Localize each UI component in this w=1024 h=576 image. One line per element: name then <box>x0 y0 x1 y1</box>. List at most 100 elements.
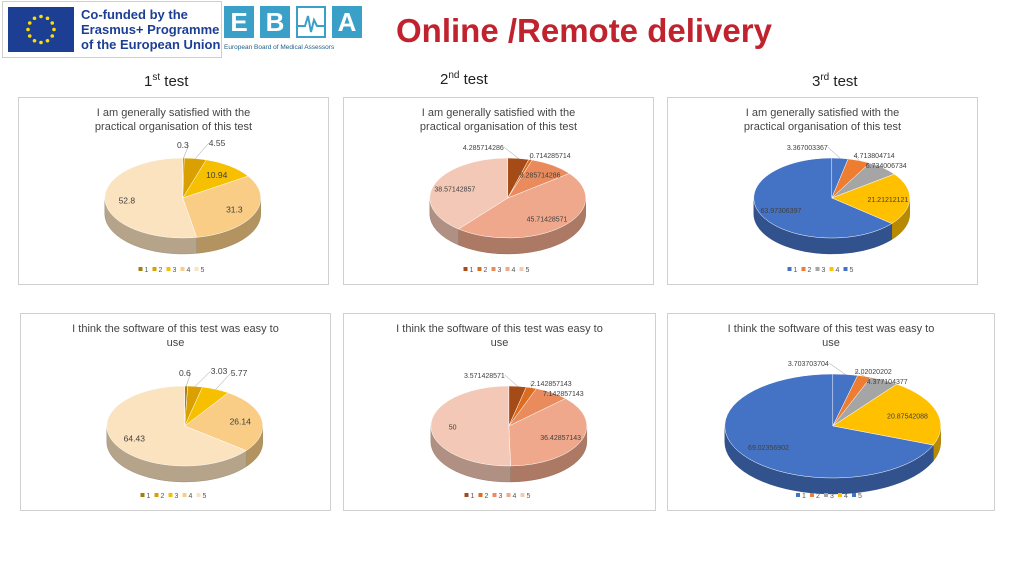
data-label: 38.57142857 <box>434 186 475 193</box>
legend-label: 3 <box>822 267 826 274</box>
legend-label: 5 <box>858 493 862 500</box>
data-label: 5.77 <box>231 368 248 378</box>
legend-swatch <box>182 493 187 497</box>
chart-panel-3: I am generally satisfied with the practic… <box>667 97 978 285</box>
legend-swatch <box>180 267 185 271</box>
data-label: 3.367003367 <box>787 145 828 152</box>
pie-chart-3: I am generally satisfied with the practic… <box>744 107 911 274</box>
legend-label: 3 <box>175 493 179 500</box>
data-label: 63.97306397 <box>760 208 801 215</box>
chart-title: I think the software of this test was ea… <box>396 323 603 349</box>
legend-label: 3 <box>498 267 502 274</box>
data-label: 3.703703704 <box>788 361 829 368</box>
legend-label: 2 <box>161 493 165 500</box>
legend-label: 5 <box>201 267 205 274</box>
legend-swatch <box>838 493 842 497</box>
legend-label: 4 <box>844 493 848 500</box>
legend-label: 5 <box>527 493 531 500</box>
ebma-letter-e: E <box>224 6 254 38</box>
legend-swatch <box>520 493 525 497</box>
data-label: 45.71428571 <box>527 217 568 224</box>
test-label-3: 3rd test <box>812 72 858 90</box>
test-label-2: 2nd test <box>440 70 488 88</box>
legend-swatch <box>810 493 814 497</box>
eu-logo-text: Co-funded by the Erasmus+ Programme of t… <box>81 7 221 52</box>
pie-slice-5 <box>724 373 934 479</box>
chart-title: I am generally satisfied with the practic… <box>95 107 252 133</box>
legend-label: 2 <box>159 267 163 274</box>
chart-panel-6: I think the software of this test was ea… <box>667 313 995 511</box>
legend-label: 2 <box>485 493 489 500</box>
chart-panel-1: I am generally satisfied with the practic… <box>18 97 329 285</box>
data-label: 4.713804714 <box>854 153 895 160</box>
pie-chart-4: I think the software of this test was ea… <box>72 323 279 500</box>
data-label: 3.03 <box>211 366 228 376</box>
ebma-heartbeat-icon <box>296 6 326 38</box>
page-title: Online /Remote delivery <box>396 12 772 49</box>
data-label: 7.142857143 <box>543 391 584 398</box>
data-label: 4.285714286 <box>463 145 504 152</box>
legend-swatch <box>787 267 792 271</box>
chart-title: I am generally satisfied with the practic… <box>420 107 577 133</box>
data-label: 69.02356902 <box>748 445 789 452</box>
pie-slice-4 <box>832 383 942 446</box>
pie-slice-4 <box>508 398 588 467</box>
data-label: 0.6 <box>179 368 191 378</box>
data-label: 21.21212121 <box>867 197 908 204</box>
legend-label: 4 <box>512 267 516 274</box>
legend-label: 1 <box>794 267 798 274</box>
legend-swatch <box>464 493 469 497</box>
data-label: 3.571428571 <box>464 373 505 380</box>
chart-title: I think the software of this test was ea… <box>728 323 935 349</box>
legend-swatch <box>166 267 171 271</box>
pie-chart-6: I think the software of this test was ea… <box>724 323 942 500</box>
ebma-letter-a: A <box>332 6 362 38</box>
data-label: 4.55 <box>209 138 226 148</box>
legend-swatch <box>168 493 173 497</box>
pie-slice-4 <box>831 173 911 224</box>
legend-swatch <box>196 493 201 497</box>
legend-label: 1 <box>147 493 151 500</box>
legend-swatch <box>829 267 834 271</box>
pie-slice-5 <box>104 157 198 239</box>
eu-cofunded-logo: Co-funded by the Erasmus+ Programme of t… <box>2 1 222 58</box>
legend-label: 2 <box>808 267 812 274</box>
legend-swatch <box>140 493 145 497</box>
data-label: 31.3 <box>226 204 243 214</box>
legend-label: 5 <box>850 267 854 274</box>
legend-swatch <box>154 493 159 497</box>
legend-swatch <box>138 267 143 271</box>
legend-swatch <box>824 493 828 497</box>
legend-swatch <box>519 267 524 271</box>
legend-label: 1 <box>470 267 474 274</box>
pie-chart-1: I am generally satisfied with the practic… <box>95 107 262 274</box>
data-label: 52.8 <box>119 196 136 206</box>
data-label: 36.42857143 <box>540 435 581 442</box>
pie-chart-2: I am generally satisfied with the practic… <box>420 107 587 274</box>
legend-swatch <box>796 493 800 497</box>
legend-swatch <box>478 493 483 497</box>
pie-slice-5 <box>429 157 509 230</box>
legend-label: 1 <box>802 493 806 500</box>
legend-label: 4 <box>189 493 193 500</box>
legend-swatch <box>463 267 468 271</box>
test-label-1: 1st test <box>144 72 189 90</box>
legend-label: 3 <box>830 493 834 500</box>
data-label: 2.142857143 <box>531 381 572 388</box>
legend-label: 3 <box>499 493 503 500</box>
legend-label: 2 <box>816 493 820 500</box>
pie-slice-5 <box>106 385 247 467</box>
ebma-subtitle: European Board of Medical Assessors <box>224 44 335 51</box>
data-label: 6.734006734 <box>866 163 907 170</box>
legend-swatch <box>491 267 496 271</box>
legend-swatch <box>843 267 848 271</box>
pie-slice-5 <box>753 157 893 239</box>
legend-swatch <box>506 493 511 497</box>
ebma-letter-b: B <box>260 6 290 38</box>
legend-label: 1 <box>145 267 149 274</box>
chart-title: I am generally satisfied with the practic… <box>744 107 901 133</box>
chart-panel-2: I am generally satisfied with the practic… <box>343 97 654 285</box>
legend-label: 5 <box>526 267 530 274</box>
ebma-logo: E B A European Board of Medical Assessor… <box>224 2 368 56</box>
legend-label: 4 <box>187 267 191 274</box>
